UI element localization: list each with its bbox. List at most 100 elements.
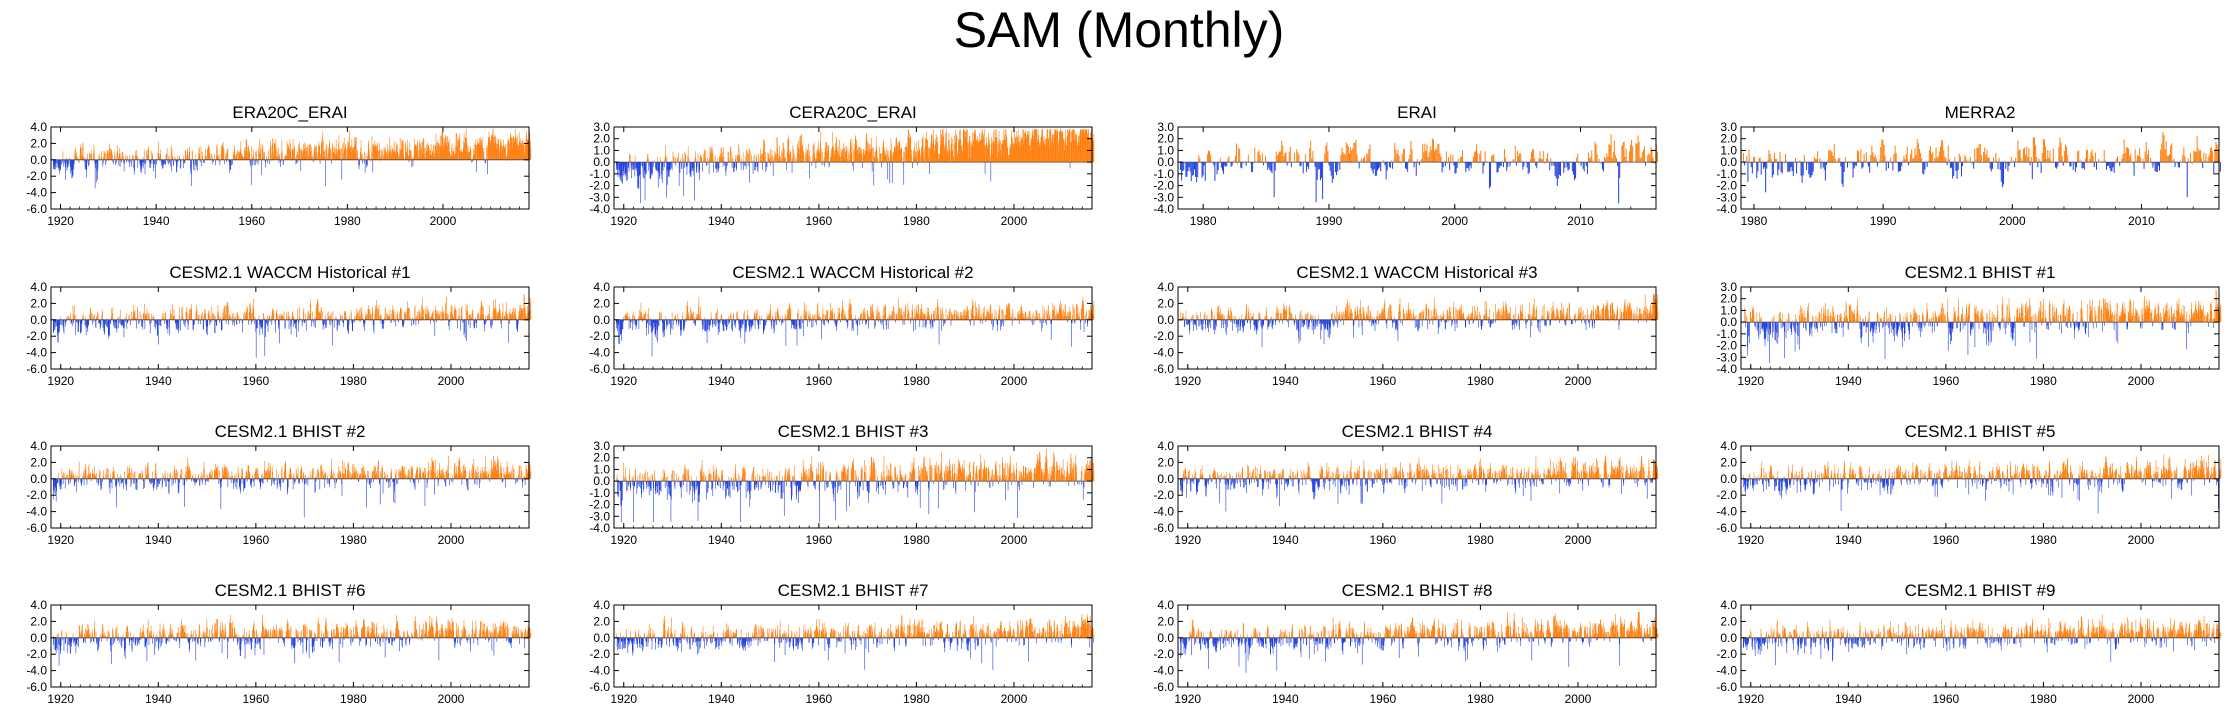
bar — [837, 151, 839, 163]
bar — [226, 149, 228, 160]
bar — [278, 157, 279, 160]
bar — [913, 150, 914, 163]
bar — [764, 141, 765, 163]
bar — [912, 157, 914, 163]
bar — [382, 150, 383, 160]
bar — [332, 143, 333, 160]
bar — [755, 162, 757, 167]
bar — [898, 146, 900, 163]
bar — [778, 158, 780, 163]
bar — [294, 158, 296, 160]
bar — [108, 159, 109, 162]
bar — [466, 143, 468, 160]
bar — [366, 156, 368, 160]
bar — [883, 139, 884, 163]
bar — [341, 158, 343, 160]
bar — [506, 159, 507, 162]
bar — [957, 153, 959, 163]
bar — [217, 156, 219, 160]
bar — [660, 162, 662, 164]
bar — [810, 161, 812, 163]
bar — [757, 162, 758, 171]
bar — [629, 153, 631, 163]
bar — [219, 159, 221, 166]
bar — [671, 160, 673, 163]
bar — [243, 156, 245, 160]
bar — [110, 148, 112, 160]
bar — [852, 162, 854, 167]
bar — [446, 145, 447, 160]
bar — [351, 148, 353, 160]
bar — [245, 147, 246, 160]
bar — [490, 140, 492, 160]
bar — [857, 150, 858, 163]
bar — [283, 159, 284, 164]
bar — [276, 156, 277, 160]
bar — [170, 158, 172, 160]
bar — [399, 138, 401, 160]
bar — [667, 162, 669, 178]
bar — [1020, 145, 1022, 163]
bar — [53, 159, 54, 169]
bar — [947, 150, 948, 163]
bar — [254, 159, 256, 161]
bar — [187, 148, 188, 160]
bar — [392, 150, 393, 160]
bar — [242, 156, 244, 160]
bar — [305, 156, 307, 160]
bar — [474, 150, 475, 160]
bar — [871, 162, 873, 172]
bar — [116, 159, 117, 163]
bar — [796, 158, 798, 163]
bar — [441, 132, 443, 160]
bar — [807, 150, 808, 163]
bar — [365, 159, 366, 162]
bar — [417, 140, 419, 160]
bar — [675, 162, 677, 165]
bar — [705, 162, 707, 166]
bar — [508, 141, 509, 160]
bar — [302, 150, 304, 160]
bar — [392, 152, 394, 160]
bar — [984, 129, 985, 163]
bar — [1021, 139, 1022, 163]
bar — [459, 138, 460, 160]
bar — [311, 146, 312, 160]
bar — [809, 150, 810, 163]
bar — [326, 146, 328, 160]
bar — [955, 140, 957, 163]
bar — [933, 152, 935, 163]
bar — [637, 162, 639, 186]
bar — [822, 162, 824, 165]
bar — [344, 150, 345, 160]
bar — [678, 152, 679, 163]
bar — [180, 159, 181, 169]
bar — [829, 162, 831, 164]
bar — [626, 162, 627, 181]
bar — [1028, 130, 1030, 163]
bar — [277, 147, 279, 160]
bar — [886, 155, 887, 163]
bar — [677, 159, 678, 163]
bar — [114, 151, 116, 160]
bar — [857, 154, 859, 163]
bar — [316, 145, 317, 160]
bar — [898, 142, 900, 163]
bar — [486, 146, 487, 160]
bar — [482, 158, 484, 160]
bar — [734, 162, 736, 168]
bar — [308, 155, 310, 160]
bar — [697, 153, 699, 163]
bar — [1030, 142, 1031, 163]
bar — [220, 153, 222, 160]
bar — [300, 149, 301, 160]
bar — [517, 143, 518, 160]
bar — [959, 140, 961, 163]
bar — [915, 151, 916, 163]
bar — [641, 162, 643, 166]
bar — [228, 159, 230, 161]
bar — [357, 157, 359, 160]
bar — [91, 150, 92, 160]
bar — [65, 159, 67, 168]
bar — [205, 155, 207, 160]
